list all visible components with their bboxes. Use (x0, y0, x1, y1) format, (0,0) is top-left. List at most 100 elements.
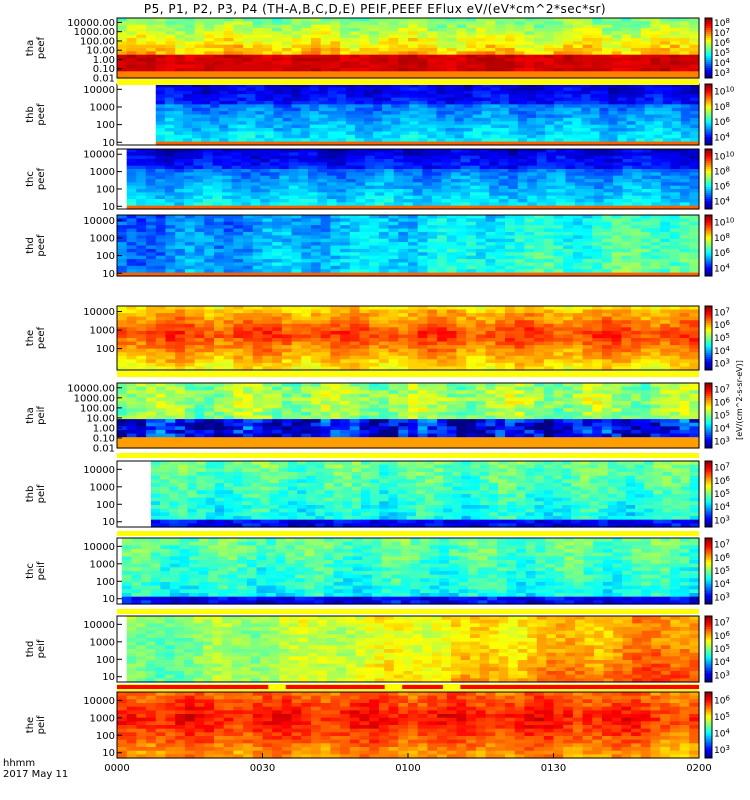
heatmap-cell (192, 114, 202, 119)
heatmap-cell (246, 90, 256, 95)
heatmap-cell (631, 74, 642, 79)
heatmap-cell (204, 54, 215, 59)
heatmap-cell (517, 87, 528, 92)
heatmap-cell (204, 309, 215, 314)
heatmap-cell (644, 97, 655, 102)
heatmap-cell (517, 141, 528, 146)
heatmap-cell (582, 238, 593, 243)
heatmap-cell (514, 54, 525, 59)
heatmap-cell (219, 84, 229, 88)
heatmap-cell (183, 155, 195, 160)
heatmap-cell (653, 121, 664, 126)
heatmap-cell (524, 34, 535, 39)
heatmap-cell (204, 235, 215, 240)
heatmap-cell (505, 215, 516, 219)
heatmap-cell (611, 272, 622, 277)
heatmap-cell (155, 259, 167, 264)
heatmap-cell (365, 182, 376, 187)
heatmap-cell (463, 117, 474, 122)
heatmap-cell (427, 215, 438, 219)
heatmap-cell (223, 221, 234, 226)
heatmap-cell (345, 128, 356, 133)
heatmap-cell (233, 352, 244, 357)
heatmap-cell (641, 159, 652, 163)
heatmap-cell (592, 215, 603, 219)
heatmap-cell (369, 231, 380, 236)
heatmap-cell (590, 94, 601, 99)
colorbar-step (705, 52, 712, 55)
heatmap-cell (592, 228, 603, 233)
heatmap-cell (631, 248, 642, 253)
heatmap-cell (359, 348, 370, 353)
heatmap-cell (184, 306, 196, 311)
heatmap-cell (582, 38, 593, 42)
heatmap-cell (575, 199, 586, 203)
heatmap-cell (301, 18, 312, 22)
heatmap-cell (193, 205, 204, 210)
heatmap-cell (126, 341, 137, 346)
heatmap-cell (489, 189, 500, 193)
heatmap-cell (689, 97, 700, 102)
heatmap-cell (155, 221, 167, 226)
heatmap-cell (164, 162, 175, 167)
heatmap-cell (126, 192, 137, 197)
heatmap-cell (689, 165, 700, 170)
heatmap-cell (451, 149, 462, 153)
heatmap-cell (382, 141, 392, 146)
heatmap-cell (301, 34, 312, 39)
heatmap-cell (194, 61, 205, 66)
heatmap-cell (594, 172, 605, 177)
heatmap-cell (359, 323, 370, 328)
heatmap-cell (485, 54, 496, 59)
heatmap-cell (349, 330, 361, 336)
heatmap-cell (126, 54, 137, 59)
heatmap-cell (243, 265, 254, 270)
heatmap-cells (117, 18, 700, 79)
heatmap-cell (495, 231, 506, 236)
heatmap-cell (264, 121, 275, 126)
heatmap-cell (364, 87, 374, 92)
colorbar-step (705, 28, 712, 31)
heatmap-cell (592, 248, 603, 253)
heatmap-cell (689, 138, 700, 143)
heatmap-cell (572, 44, 584, 49)
heatmap-cell (451, 185, 462, 190)
heatmap-cell (155, 90, 166, 95)
colorbar-step (705, 88, 712, 91)
heatmap-cell (365, 179, 376, 183)
heatmap-cell (669, 262, 681, 267)
heatmap-cell (602, 228, 613, 233)
heatmap-cell (233, 34, 244, 39)
colorbar-step (705, 249, 712, 253)
heatmap-cell (320, 248, 331, 253)
heatmap-cell (126, 313, 137, 318)
heatmap-cell (553, 71, 564, 76)
heatmap-cell (374, 165, 385, 170)
heatmap-cell (446, 71, 458, 76)
heatmap-cell (479, 162, 490, 167)
heatmap-cell (201, 84, 211, 88)
heatmap-cell (408, 58, 419, 62)
heatmap-cell (679, 34, 690, 39)
heatmap-cell (670, 182, 681, 187)
heatmap-cell (563, 71, 574, 76)
heatmap-cell (241, 189, 252, 193)
heatmap-cell (553, 221, 564, 226)
heatmap-cell (391, 124, 401, 129)
heatmap-cell (563, 215, 574, 219)
heatmap-cell (279, 185, 290, 190)
heatmap-cell (349, 64, 361, 69)
heatmap-cell (466, 24, 477, 29)
heatmap-cell (309, 128, 320, 133)
heatmap-cell (534, 61, 545, 66)
heatmap-cell (349, 225, 361, 230)
colorbar-step (705, 96, 712, 99)
heatmap-cell (223, 61, 234, 66)
heatmap-cell (136, 68, 147, 72)
heatmap-cell (330, 41, 341, 46)
heatmap-cell (345, 104, 356, 109)
heatmap-cell (679, 24, 690, 29)
heatmap-cell (241, 172, 252, 177)
heatmap-cell (485, 68, 496, 72)
heatmap-cell (508, 104, 519, 109)
